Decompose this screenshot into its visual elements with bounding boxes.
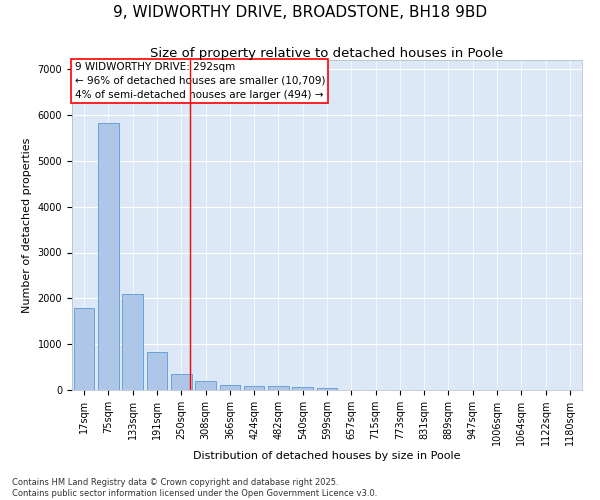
Bar bbox=[74, 308, 94, 390]
Title: Size of property relative to detached houses in Poole: Size of property relative to detached ho… bbox=[151, 47, 503, 60]
Bar bbox=[98, 123, 119, 390]
Text: 9 WIDWORTHY DRIVE: 292sqm
← 96% of detached houses are smaller (10,709)
4% of se: 9 WIDWORTHY DRIVE: 292sqm ← 96% of detac… bbox=[74, 62, 325, 100]
Bar bbox=[317, 388, 337, 390]
Bar bbox=[146, 352, 167, 390]
Bar bbox=[220, 384, 240, 390]
Bar bbox=[122, 294, 143, 390]
X-axis label: Distribution of detached houses by size in Poole: Distribution of detached houses by size … bbox=[193, 451, 461, 461]
Bar bbox=[171, 374, 191, 390]
Y-axis label: Number of detached properties: Number of detached properties bbox=[22, 138, 32, 312]
Bar bbox=[268, 386, 289, 390]
Text: 9, WIDWORTHY DRIVE, BROADSTONE, BH18 9BD: 9, WIDWORTHY DRIVE, BROADSTONE, BH18 9BD bbox=[113, 5, 487, 20]
Bar bbox=[292, 388, 313, 390]
Text: Contains HM Land Registry data © Crown copyright and database right 2025.
Contai: Contains HM Land Registry data © Crown c… bbox=[12, 478, 377, 498]
Bar bbox=[195, 381, 216, 390]
Bar bbox=[244, 386, 265, 390]
